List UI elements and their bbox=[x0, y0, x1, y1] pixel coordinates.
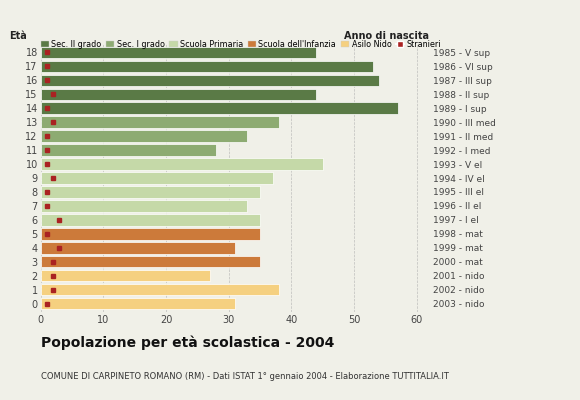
Legend: Sec. II grado, Sec. I grado, Scuola Primaria, Scuola dell'Infanzia, Asilo Nido, : Sec. II grado, Sec. I grado, Scuola Prim… bbox=[41, 40, 441, 49]
Bar bbox=[41, 298, 235, 309]
Text: COMUNE DI CARPINETO ROMANO (RM) - Dati ISTAT 1° gennaio 2004 - Elaborazione TUTT: COMUNE DI CARPINETO ROMANO (RM) - Dati I… bbox=[41, 372, 448, 381]
Bar bbox=[41, 242, 235, 254]
Bar bbox=[41, 144, 216, 156]
Bar bbox=[41, 102, 398, 114]
Bar bbox=[41, 116, 279, 128]
Bar bbox=[41, 88, 316, 100]
Text: Anno di nascita: Anno di nascita bbox=[344, 31, 429, 41]
Bar bbox=[41, 158, 322, 170]
Bar bbox=[41, 228, 260, 240]
Bar bbox=[41, 74, 379, 86]
Bar bbox=[41, 130, 248, 142]
Bar bbox=[41, 47, 316, 58]
Text: Età: Età bbox=[9, 31, 27, 41]
Bar bbox=[41, 172, 273, 184]
Bar bbox=[41, 186, 260, 198]
Bar bbox=[41, 270, 210, 282]
Bar bbox=[41, 214, 260, 226]
Bar bbox=[41, 256, 260, 268]
Text: Popolazione per età scolastica - 2004: Popolazione per età scolastica - 2004 bbox=[41, 336, 334, 350]
Bar bbox=[41, 284, 279, 295]
Bar bbox=[41, 200, 248, 212]
Bar bbox=[41, 61, 373, 72]
